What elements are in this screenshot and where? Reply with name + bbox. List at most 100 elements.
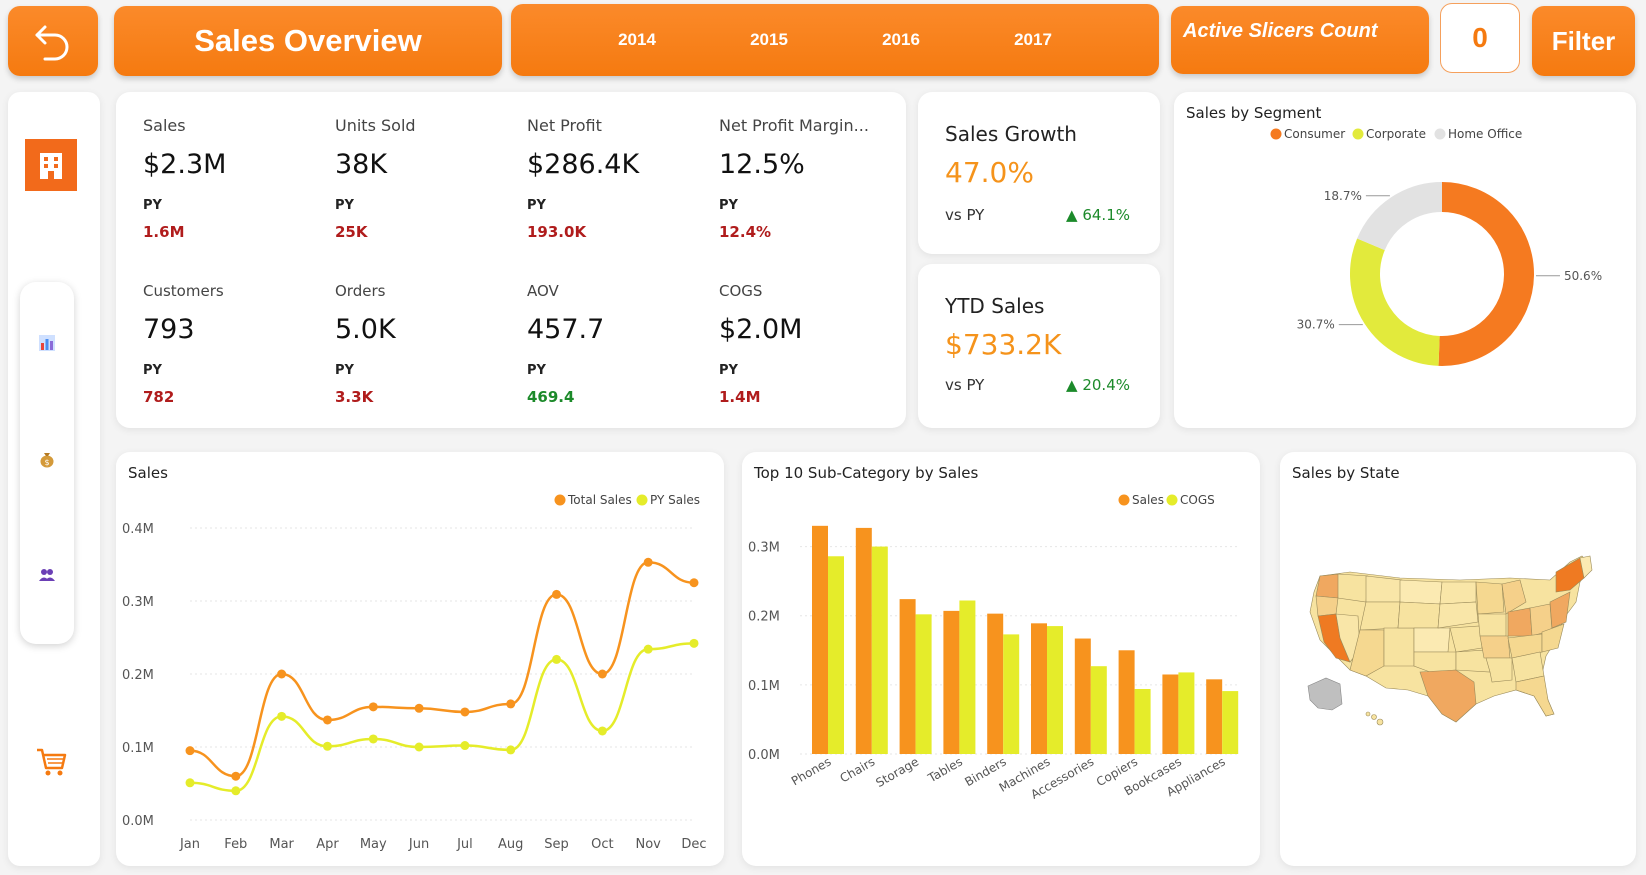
money-bag-icon[interactable]: $ bbox=[36, 448, 58, 470]
ytd-sales-label: YTD Sales bbox=[945, 294, 1045, 318]
filter-button[interactable]: Filter bbox=[1532, 6, 1635, 76]
x-tick-label: Chairs bbox=[838, 754, 878, 785]
x-tick-label: Dec bbox=[681, 837, 706, 852]
x-tick-label: Jan bbox=[179, 837, 200, 852]
kpi-value: 5.0K bbox=[335, 314, 396, 345]
kpi-label: Units Sold bbox=[335, 116, 416, 135]
kpi-card: Sales $2.3M PY 1.6M Units Sold 38K PY 25… bbox=[116, 92, 906, 428]
sales-growth-label: Sales Growth bbox=[945, 122, 1077, 146]
top10-chart-title: Top 10 Sub-Category by Sales bbox=[754, 464, 979, 482]
kpi-units-sold: Units Sold 38K PY 25K bbox=[335, 116, 515, 241]
y-tick-label: 0.3M bbox=[748, 541, 780, 556]
year-slicer: 2014 2015 2016 2017 bbox=[511, 4, 1159, 76]
sales-growth-value: 47.0% bbox=[945, 156, 1034, 189]
nav-home-button[interactable] bbox=[25, 139, 77, 191]
year-2017-button[interactable]: 2017 bbox=[1014, 30, 1052, 49]
segment-chart-title: Sales by Segment bbox=[1186, 104, 1322, 122]
kpi-label: AOV bbox=[527, 282, 559, 300]
x-tick-label: Storage bbox=[873, 754, 921, 790]
y-tick-label: 0.1M bbox=[122, 741, 154, 756]
ytd-sales-card: YTD Sales $733.2K vs PY ▲ 20.4% bbox=[918, 264, 1160, 428]
ytd-sales-delta: ▲ 20.4% bbox=[1066, 376, 1130, 394]
donut-slice bbox=[1438, 182, 1534, 366]
data-point bbox=[643, 644, 653, 654]
year-2014-button[interactable]: 2014 bbox=[618, 30, 656, 49]
bar bbox=[899, 599, 916, 754]
sidebar: $ bbox=[8, 92, 100, 866]
kpi-py-label: PY bbox=[335, 198, 354, 213]
x-tick-label: Jul bbox=[456, 837, 473, 852]
bar bbox=[1047, 626, 1063, 754]
legend-swatch bbox=[636, 494, 648, 506]
legend-label: Consumer bbox=[1284, 127, 1345, 141]
donut-slice bbox=[1350, 238, 1441, 366]
x-tick-label: Jun bbox=[408, 837, 429, 852]
kpi-label: Net Profit bbox=[527, 116, 602, 135]
y-tick-label: 0.0M bbox=[122, 814, 154, 829]
users-icon[interactable] bbox=[36, 564, 58, 586]
bar bbox=[1031, 623, 1047, 754]
bar bbox=[871, 546, 888, 754]
us-state-map[interactable] bbox=[1280, 452, 1636, 866]
ytd-sales-value: $733.2K bbox=[945, 328, 1062, 361]
legend-label: Sales bbox=[1132, 493, 1164, 507]
kpi-net-profit-margin: Net Profit Margin... 12.5% PY 12.4% bbox=[719, 116, 899, 241]
data-point bbox=[368, 702, 378, 712]
bar bbox=[1074, 638, 1091, 754]
legend-label: Corporate bbox=[1366, 127, 1426, 141]
sales-line-card: Sales 0.0M 0.1M 0.2M 0.3M 0.4M Jan Feb Mar Apr Ma… bbox=[116, 452, 724, 866]
page-title: Sales Overview bbox=[114, 6, 502, 76]
kpi-py-value: 3.3K bbox=[335, 388, 374, 406]
y-tick-label: 0.4M bbox=[122, 522, 154, 537]
kpi-py-value: 1.6M bbox=[143, 223, 185, 241]
bar bbox=[915, 614, 932, 754]
data-point bbox=[185, 778, 195, 788]
data-point bbox=[460, 707, 470, 717]
kpi-label: Net Profit Margin... bbox=[719, 116, 869, 135]
cart-button[interactable] bbox=[34, 744, 70, 780]
data-point bbox=[643, 557, 653, 567]
back-arrow-icon bbox=[35, 25, 69, 61]
kpi-py-label: PY bbox=[719, 363, 738, 378]
sales-chart-title: Sales bbox=[128, 464, 168, 482]
bar bbox=[987, 613, 1004, 754]
active-slicers-label: Active Slicers Count bbox=[1171, 6, 1429, 74]
kpi-value: 793 bbox=[143, 314, 195, 345]
bar bbox=[855, 527, 872, 754]
kpi-label: COGS bbox=[719, 282, 763, 300]
series-line bbox=[189, 561, 695, 778]
slice-label: 30.7% bbox=[1297, 318, 1335, 332]
data-point bbox=[277, 669, 287, 679]
sales-growth-card: Sales Growth 47.0% vs PY ▲ 64.1% bbox=[918, 92, 1160, 254]
kpi-value: 457.7 bbox=[527, 314, 605, 345]
kpi-py-value: 12.4% bbox=[719, 223, 772, 241]
sales-growth-delta: ▲ 64.1% bbox=[1066, 206, 1130, 224]
nav-group: $ bbox=[20, 282, 74, 644]
x-tick-label: Nov bbox=[635, 837, 661, 852]
data-point bbox=[231, 771, 241, 781]
x-tick-label: Tables bbox=[925, 754, 965, 785]
kpi-value: 38K bbox=[335, 149, 388, 180]
year-2015-button[interactable]: 2015 bbox=[750, 30, 788, 49]
bar bbox=[1118, 650, 1135, 754]
x-tick-label: Feb bbox=[224, 837, 247, 852]
kpi-orders: Orders 5.0K PY 3.3K bbox=[335, 282, 515, 406]
data-point bbox=[689, 638, 699, 648]
x-tick-label: Mar bbox=[269, 837, 294, 852]
data-point bbox=[597, 726, 607, 736]
kpi-py-label: PY bbox=[527, 198, 546, 213]
x-tick-label: Aug bbox=[498, 837, 523, 852]
year-2016-button[interactable]: 2016 bbox=[882, 30, 920, 49]
y-tick-label: 0.1M bbox=[748, 679, 780, 694]
back-button[interactable] bbox=[8, 6, 98, 76]
bar bbox=[1162, 674, 1179, 754]
bar-chart-icon[interactable] bbox=[36, 332, 58, 354]
data-point bbox=[506, 745, 516, 755]
bar bbox=[828, 556, 844, 754]
y-tick-label: 0.2M bbox=[122, 668, 154, 683]
kpi-label: Sales bbox=[143, 116, 186, 135]
kpi-py-label: PY bbox=[719, 198, 738, 213]
bar bbox=[1222, 691, 1239, 754]
data-point bbox=[552, 654, 562, 664]
state-map-title: Sales by State bbox=[1292, 464, 1400, 482]
